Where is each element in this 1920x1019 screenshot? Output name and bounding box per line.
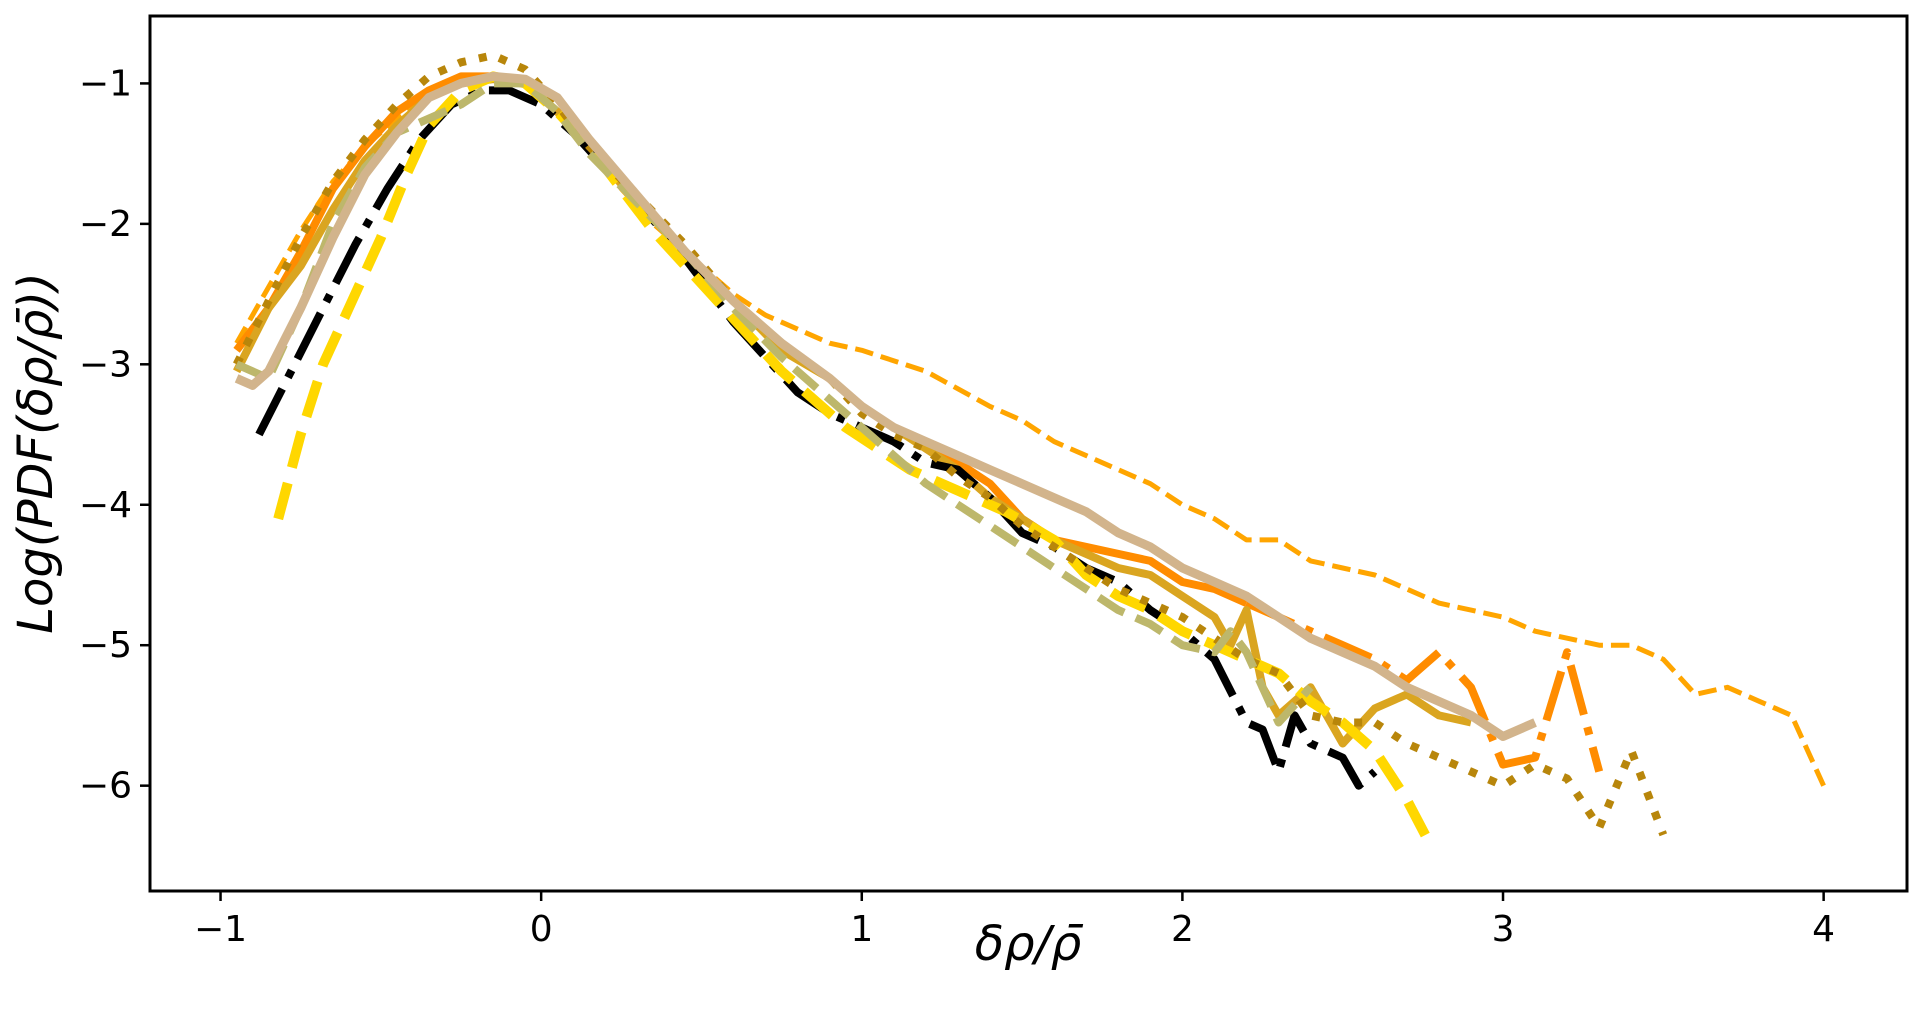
y-tick-label: −1 xyxy=(79,63,132,104)
y-tick-label: −6 xyxy=(79,766,132,807)
series-line-gold-dashed xyxy=(273,71,1437,852)
y-axis-label: Log(PDF(δρ/ρ̄)) xyxy=(8,272,64,633)
series-layer xyxy=(233,51,1826,852)
series-line-orange-dashdot xyxy=(1244,599,1604,773)
y-tick-label: −5 xyxy=(79,625,132,666)
y-tick-label: −2 xyxy=(79,204,132,245)
x-tick-label: 2 xyxy=(1171,909,1194,950)
x-tick-label: 0 xyxy=(530,909,553,950)
x-axis-label: δρ/ρ̄ xyxy=(975,916,1083,972)
x-tick-label: −1 xyxy=(194,909,247,950)
series-line-orange-solid xyxy=(233,72,1249,607)
y-axis: −6 −5 −4 −3 −2 −1 xyxy=(79,63,150,807)
series-line-tan-solid xyxy=(234,71,1537,741)
series-line-black-dashdot xyxy=(255,86,1378,790)
x-tick-label: 3 xyxy=(1492,909,1515,950)
x-tick-label: 4 xyxy=(1812,909,1835,950)
x-axis: −1 0 1 2 3 4 xyxy=(194,891,1835,950)
y-tick-label: −4 xyxy=(79,485,132,526)
y-tick-label: −3 xyxy=(79,344,132,385)
series-line-orange-dashed-thin xyxy=(234,76,1826,787)
series-line-goldenrod-solid xyxy=(233,75,1472,748)
plot-frame xyxy=(148,14,1909,893)
series-line-darkgoldenrod-dotted xyxy=(233,51,1668,837)
series-line-darkkhaki-dashed xyxy=(234,79,1314,727)
x-tick-label: 1 xyxy=(850,909,873,950)
